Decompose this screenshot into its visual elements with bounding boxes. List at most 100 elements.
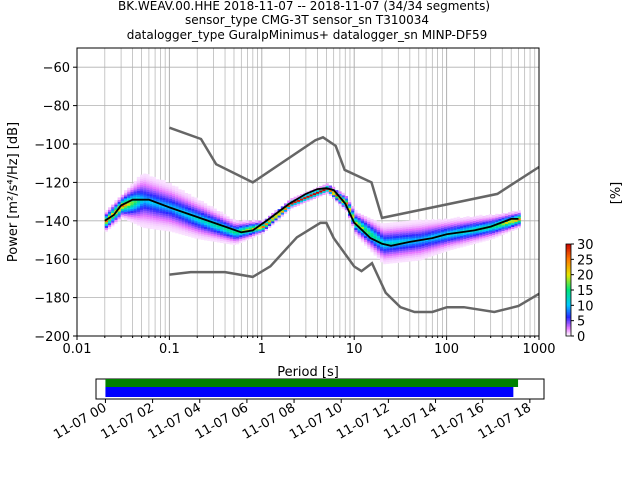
- density-cell: [517, 225, 521, 229]
- density-cell: [456, 216, 460, 220]
- density-cell: [341, 202, 345, 205]
- density-cell: [117, 218, 121, 222]
- density-cell: [376, 254, 380, 257]
- density-cell: [181, 215, 185, 218]
- density-cell: [130, 197, 134, 200]
- density-cell: [165, 211, 169, 214]
- density-cell: [133, 187, 137, 190]
- density-cell: [389, 247, 393, 251]
- density-cell: [316, 189, 320, 192]
- density-cell: [370, 234, 374, 237]
- colorbar-segment: [566, 317, 571, 320]
- density-cell: [412, 256, 416, 260]
- density-cell: [140, 180, 144, 183]
- density-cell: [450, 224, 454, 227]
- density-cell: [165, 219, 169, 222]
- density-cell: [498, 229, 502, 233]
- density-cell: [431, 224, 435, 228]
- density-cell: [149, 207, 153, 210]
- density-cell: [120, 202, 124, 205]
- colorbar-segment: [566, 273, 571, 276]
- density-cell: [210, 213, 214, 217]
- density-cell: [213, 216, 217, 219]
- density-cell: [364, 223, 368, 227]
- density-cell: [517, 219, 521, 223]
- density-cell: [431, 244, 435, 247]
- density-cell: [108, 213, 112, 216]
- density-cell: [447, 240, 451, 244]
- density-cell: [405, 230, 409, 234]
- density-cell: [140, 211, 144, 214]
- density-cell: [136, 205, 140, 209]
- density-cell: [181, 190, 185, 193]
- density-cell: [440, 248, 444, 251]
- density-cell: [437, 247, 441, 251]
- density-cell: [437, 230, 441, 233]
- density-cell: [456, 234, 460, 237]
- density-cell: [136, 201, 140, 205]
- density-cell: [140, 218, 144, 222]
- density-cell: [175, 188, 179, 192]
- density-cell: [392, 251, 396, 254]
- density-cell: [140, 220, 144, 224]
- density-cell: [178, 204, 182, 208]
- density-cell: [392, 254, 396, 258]
- density-cell: [213, 237, 217, 240]
- density-cell: [421, 220, 425, 223]
- density-cell: [418, 236, 422, 240]
- density-cell: [127, 189, 131, 193]
- density-cell: [466, 241, 470, 244]
- density-cell: [162, 216, 166, 220]
- density-cell: [117, 208, 121, 212]
- density-cell: [440, 231, 444, 234]
- density-cell: [280, 210, 284, 213]
- density-cell: [402, 259, 406, 263]
- density-cell: [210, 223, 214, 227]
- density-cell: [236, 224, 240, 227]
- density-cell: [172, 201, 176, 204]
- density-cell: [380, 238, 384, 242]
- density-cell: [357, 230, 361, 234]
- density-cell: [405, 259, 409, 262]
- density-cell: [152, 205, 156, 209]
- density-cell: [149, 205, 153, 208]
- density-cell: [181, 197, 185, 201]
- density-cell: [188, 224, 192, 228]
- density-cell: [200, 204, 204, 208]
- density-cell: [204, 234, 208, 237]
- density-cell: [175, 230, 179, 234]
- density-cell: [229, 234, 233, 237]
- density-cell: [344, 199, 348, 203]
- density-cell: [178, 222, 182, 225]
- density-cell: [204, 220, 208, 224]
- density-cell: [175, 198, 179, 201]
- density-cell: [239, 238, 243, 242]
- density-cell: [242, 229, 246, 232]
- density-cell: [434, 244, 438, 248]
- density-cell: [351, 215, 355, 219]
- density-cell: [312, 194, 316, 197]
- density-cell: [136, 221, 140, 224]
- density-cell: [200, 233, 204, 237]
- density-cell: [421, 226, 425, 229]
- density-cell: [232, 234, 236, 238]
- density-cell: [364, 220, 368, 223]
- density-cell: [488, 235, 492, 238]
- density-cell: [149, 214, 153, 218]
- x-tick-label: 1: [258, 342, 266, 357]
- density-cell: [184, 210, 188, 213]
- density-cell: [472, 218, 476, 221]
- density-cell: [172, 214, 176, 218]
- density-cell: [258, 232, 262, 235]
- density-cell: [408, 249, 412, 252]
- density-cell: [428, 220, 432, 223]
- density-cell: [386, 230, 390, 234]
- colorbar-segment: [566, 248, 571, 251]
- colorbar-segment: [566, 296, 571, 299]
- density-cell: [392, 260, 396, 264]
- density-cell: [431, 247, 435, 251]
- density-cell: [181, 228, 185, 232]
- density-cell: [226, 220, 230, 223]
- density-cell: [511, 218, 515, 222]
- density-cell: [159, 187, 163, 190]
